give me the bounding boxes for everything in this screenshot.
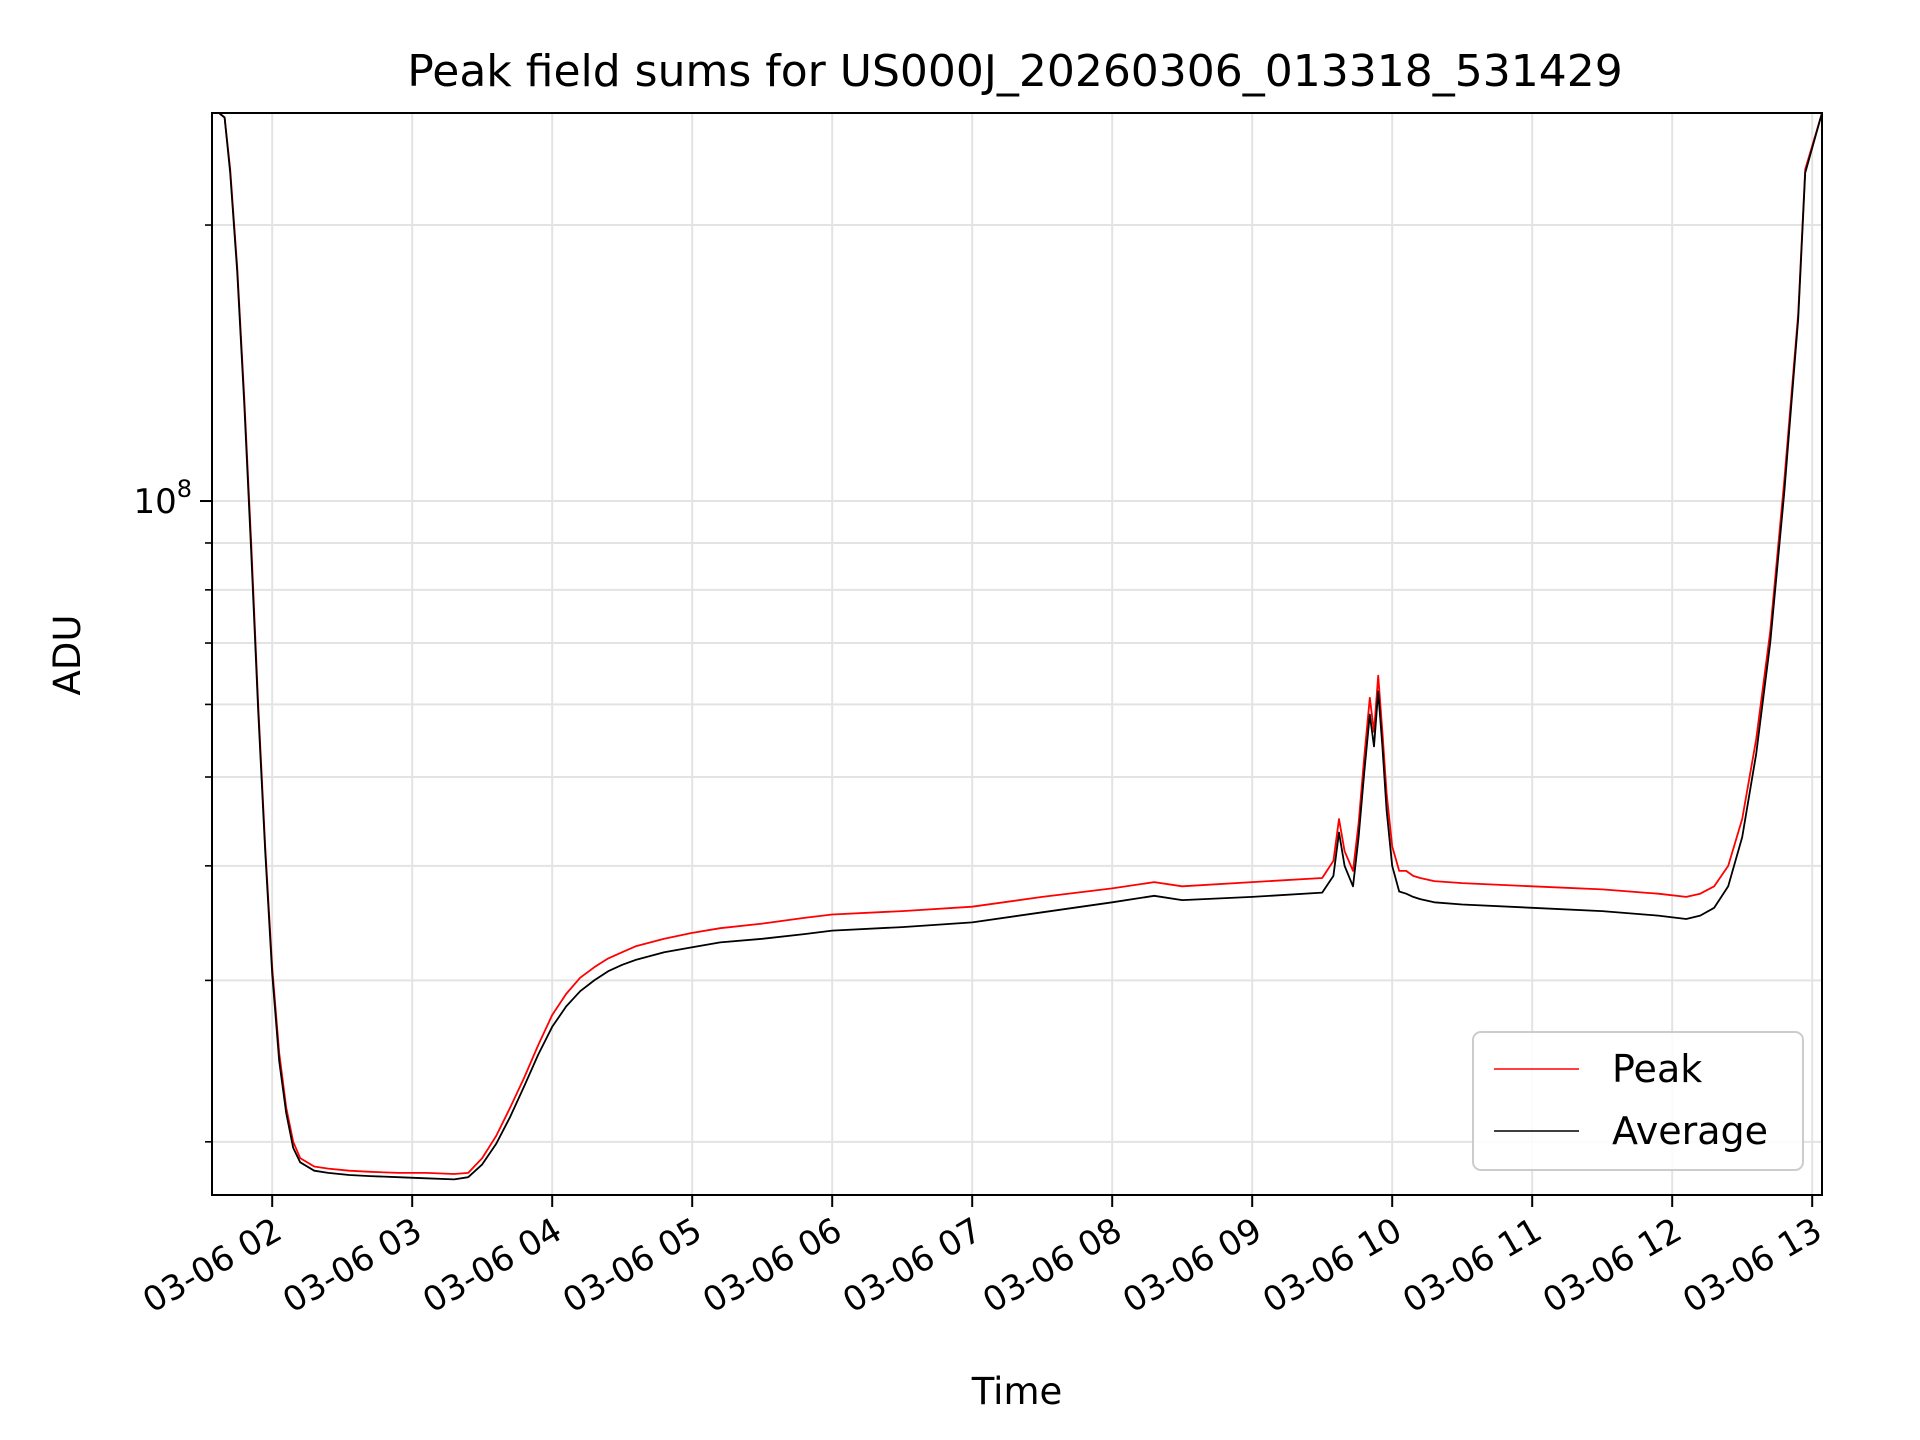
y-axis-label: ADU (46, 615, 89, 696)
legend-label-average: Average (1612, 1109, 1768, 1153)
axes-frame (211, 112, 1823, 1196)
legend: Peak Average (1472, 1031, 1804, 1171)
grid (212, 113, 1822, 1195)
legend-label-peak: Peak (1612, 1047, 1702, 1091)
x-axis-label: Time (971, 1370, 1063, 1413)
y-tick-label: 108 (133, 475, 192, 522)
plot-series (212, 113, 1822, 1181)
legend-box (1472, 1031, 1804, 1171)
series-line-peak (212, 113, 1822, 1175)
series-line-average (212, 113, 1822, 1181)
chart-title: Peak field sums for US000J_20260306_0133… (407, 46, 1622, 97)
y-axis: 108 (133, 224, 212, 1143)
